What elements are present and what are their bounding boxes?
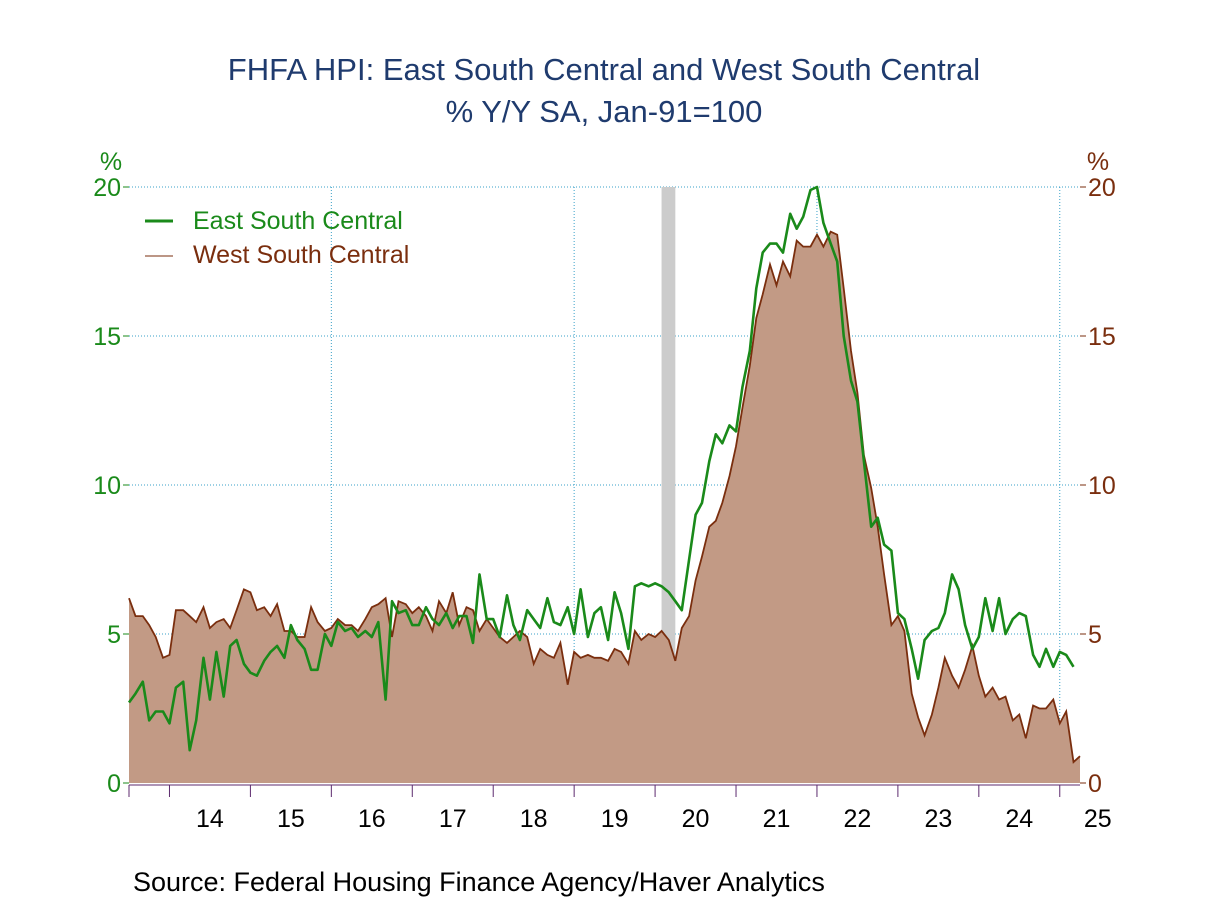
y-tick-label-right-10: 10	[1088, 472, 1116, 500]
y-tick-label-right-20: 20	[1088, 174, 1116, 202]
x-tick-label-22: 22	[844, 805, 872, 833]
y-tick-label-right-5: 5	[1088, 621, 1102, 649]
legend: East South Central West South Central	[145, 207, 409, 269]
west-south-central-fill	[129, 231, 1080, 783]
west-south-central-outline	[128, 230, 1081, 764]
y-tick-label-left-5: 5	[107, 621, 121, 649]
x-tick-label-16: 16	[358, 805, 386, 833]
y-tick-label-right-15: 15	[1088, 323, 1116, 351]
west-south-central-area	[128, 230, 1081, 783]
y-tick-label-left-10: 10	[93, 472, 121, 500]
y-tick-label-left-0: 0	[107, 770, 121, 798]
y-tick-label-left-20: 20	[93, 174, 121, 202]
chart-subtitle: % Y/Y SA, Jan-91=100	[445, 94, 763, 129]
x-tick-label-21: 21	[763, 805, 791, 833]
axes: 0 0 5 5 10 10 15 15 20 20 14 15 16 17 18 19 20 21 22 23 24 25	[93, 174, 1116, 833]
east-south-central-path	[127, 185, 1075, 752]
x-tick-label-23: 23	[924, 805, 952, 833]
x-tick-label-25: 25	[1084, 805, 1112, 833]
x-tick-label-20: 20	[682, 805, 710, 833]
x-tick-label-15: 15	[277, 805, 305, 833]
x-tick-label-18: 18	[520, 805, 548, 833]
y-tick-label-left-15: 15	[93, 323, 121, 351]
y-axis-label-left: %	[100, 148, 122, 176]
x-tick-label-19: 19	[601, 805, 629, 833]
legend-label-west-south-central: West South Central	[193, 241, 409, 269]
east-south-central-line	[127, 185, 1075, 752]
chart-title: FHFA HPI: East South Central and West So…	[227, 52, 981, 87]
source-note: Source: Federal Housing Finance Agency/H…	[133, 867, 825, 897]
x-tick-label-17: 17	[439, 805, 467, 833]
x-tick-label-24: 24	[1005, 805, 1033, 833]
y-tick-label-right-0: 0	[1088, 770, 1102, 798]
legend-label-east-south-central: East South Central	[193, 207, 403, 235]
y-axis-label-right: %	[1087, 148, 1109, 176]
x-tick-label-14: 14	[196, 805, 224, 833]
